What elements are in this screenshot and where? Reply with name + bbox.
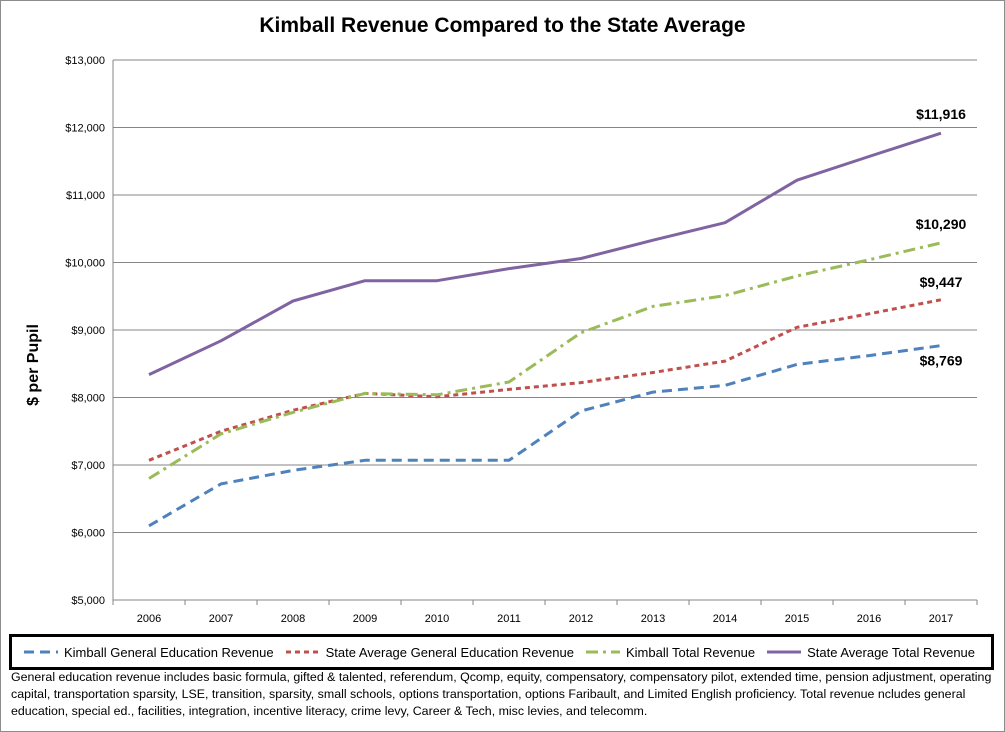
chart-legend: Kimball General Education Revenue State A…: [9, 634, 994, 670]
legend-item: State Average Total Revenue: [765, 645, 975, 660]
y-tick-label: $13,000: [65, 55, 105, 67]
legend-label: State Average General Education Revenue: [325, 644, 574, 660]
legend-label: State Average Total Revenue: [807, 644, 976, 660]
x-tick-label: 2006: [137, 613, 161, 625]
y-tick-label: $5,000: [71, 595, 105, 607]
x-tick-label: 2013: [641, 613, 665, 625]
x-tick-label: 2012: [569, 613, 593, 625]
line-chart: $5,000 $6,000 $7,000 $8,000 $9,000 $10,000 $11…: [65, 55, 978, 625]
legend-swatch: [767, 650, 802, 654]
series-line-2: [148, 241, 942, 480]
footnote: General education revenue includes basic…: [11, 670, 992, 718]
legend-item: Kimball General Education Revenue: [22, 645, 274, 660]
y-tick-label: $11,000: [66, 190, 105, 202]
x-tick-label: 2007: [209, 613, 233, 625]
legend-swatch: [585, 650, 620, 654]
y-tick-label: $9,000: [71, 325, 105, 337]
legend-item: Kimball Total Revenue: [584, 645, 755, 660]
legend-swatch: [285, 650, 320, 654]
legend-swatch: [24, 650, 58, 654]
series-line-0: [148, 344, 942, 528]
x-tick-label: 2008: [281, 613, 305, 625]
data-label: $10,290: [916, 216, 967, 232]
data-label: $9,447: [920, 274, 963, 290]
y-tick-label: $7,000: [71, 460, 105, 472]
legend-label: Kimball General Education Revenue: [64, 644, 274, 660]
x-tick-label: 2010: [425, 613, 449, 625]
x-tick-label: 2011: [497, 613, 521, 625]
series-line-1: [148, 298, 942, 462]
data-label: $8,769: [920, 353, 963, 369]
y-tick-label: $8,000: [71, 393, 105, 405]
data-label: $11,916: [916, 106, 966, 122]
x-tick-label: 2017: [929, 613, 953, 625]
chart-title: Kimball Revenue Compared to the State Av…: [259, 14, 746, 37]
y-tick-label: $6,000: [71, 528, 105, 540]
legend-label: Kimball Total Revenue: [625, 644, 756, 660]
x-tick-label: 2015: [785, 613, 809, 625]
legend-item: State Average General Education Revenue: [284, 645, 574, 660]
y-tick-label: $10,000: [65, 258, 105, 270]
x-tick-label: 2009: [353, 613, 377, 625]
y-tick-label: $12,000: [65, 123, 105, 135]
series-line-3: [148, 131, 942, 376]
x-tick-label: 2014: [713, 613, 737, 625]
x-tick-label: 2016: [857, 613, 881, 625]
